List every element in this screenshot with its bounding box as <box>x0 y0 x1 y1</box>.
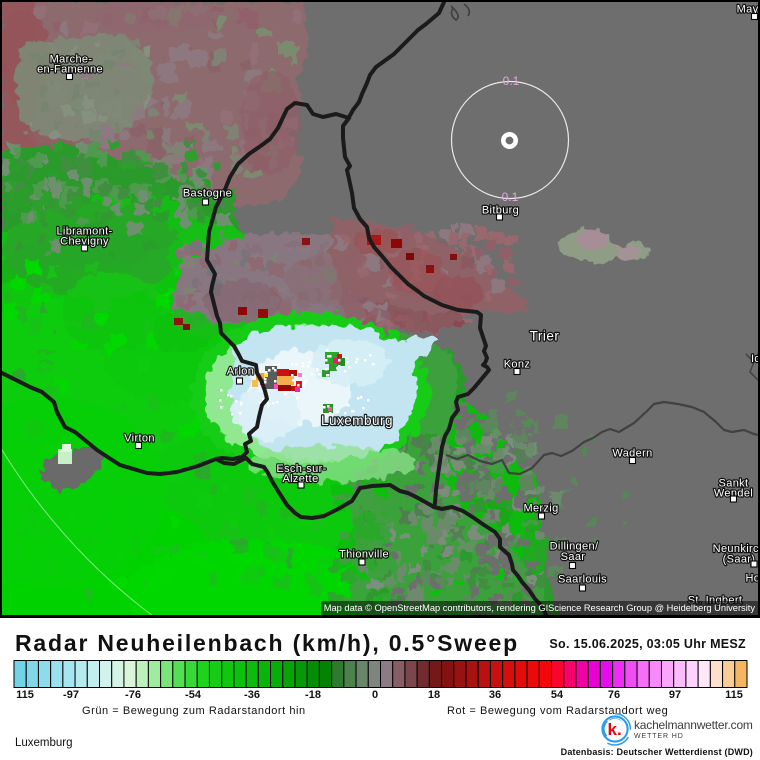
svg-text:Chevigny: Chevigny <box>60 236 109 248</box>
svg-text:k.: k. <box>608 720 622 739</box>
svg-text:Dillingen/: Dillingen/ <box>550 541 599 553</box>
svg-text:Thionville: Thionville <box>339 549 389 561</box>
svg-text:Arlon: Arlon <box>227 366 254 378</box>
svg-text:Sankt: Sankt <box>719 478 749 490</box>
svg-text:Homburg: Homburg <box>746 573 759 585</box>
svg-text:Neunkirch: Neunkirch <box>713 543 758 555</box>
svg-text:Marche-: Marche- <box>50 54 93 66</box>
svg-text:0.1: 0.1 <box>503 74 520 88</box>
svg-text:en-Famenne: en-Famenne <box>37 64 103 76</box>
svg-text:(Saar): (Saar) <box>723 554 756 566</box>
svg-text:0.1: 0.1 <box>502 190 519 204</box>
svg-text:Saarlouis: Saarlouis <box>558 574 607 586</box>
svg-text:Libramont-: Libramont- <box>56 226 112 238</box>
svg-text:Bitburg: Bitburg <box>482 205 519 217</box>
svg-text:Esch-sur-: Esch-sur- <box>276 463 326 475</box>
svg-text:Virton: Virton <box>124 433 155 445</box>
svg-text:Idar-Ob: Idar-Ob <box>751 353 758 365</box>
svg-text:Bastogne: Bastogne <box>183 188 232 200</box>
svg-text:Trier: Trier <box>530 328 560 343</box>
svg-text:Alzette: Alzette <box>282 473 318 485</box>
svg-text:Wadern: Wadern <box>612 448 652 460</box>
svg-text:Luxemburg: Luxemburg <box>321 413 393 428</box>
svg-text:Saar: Saar <box>561 551 586 563</box>
svg-text:Wendel: Wendel <box>714 488 753 500</box>
svg-text:Konz: Konz <box>504 359 530 371</box>
svg-text:Merzig: Merzig <box>523 503 558 515</box>
